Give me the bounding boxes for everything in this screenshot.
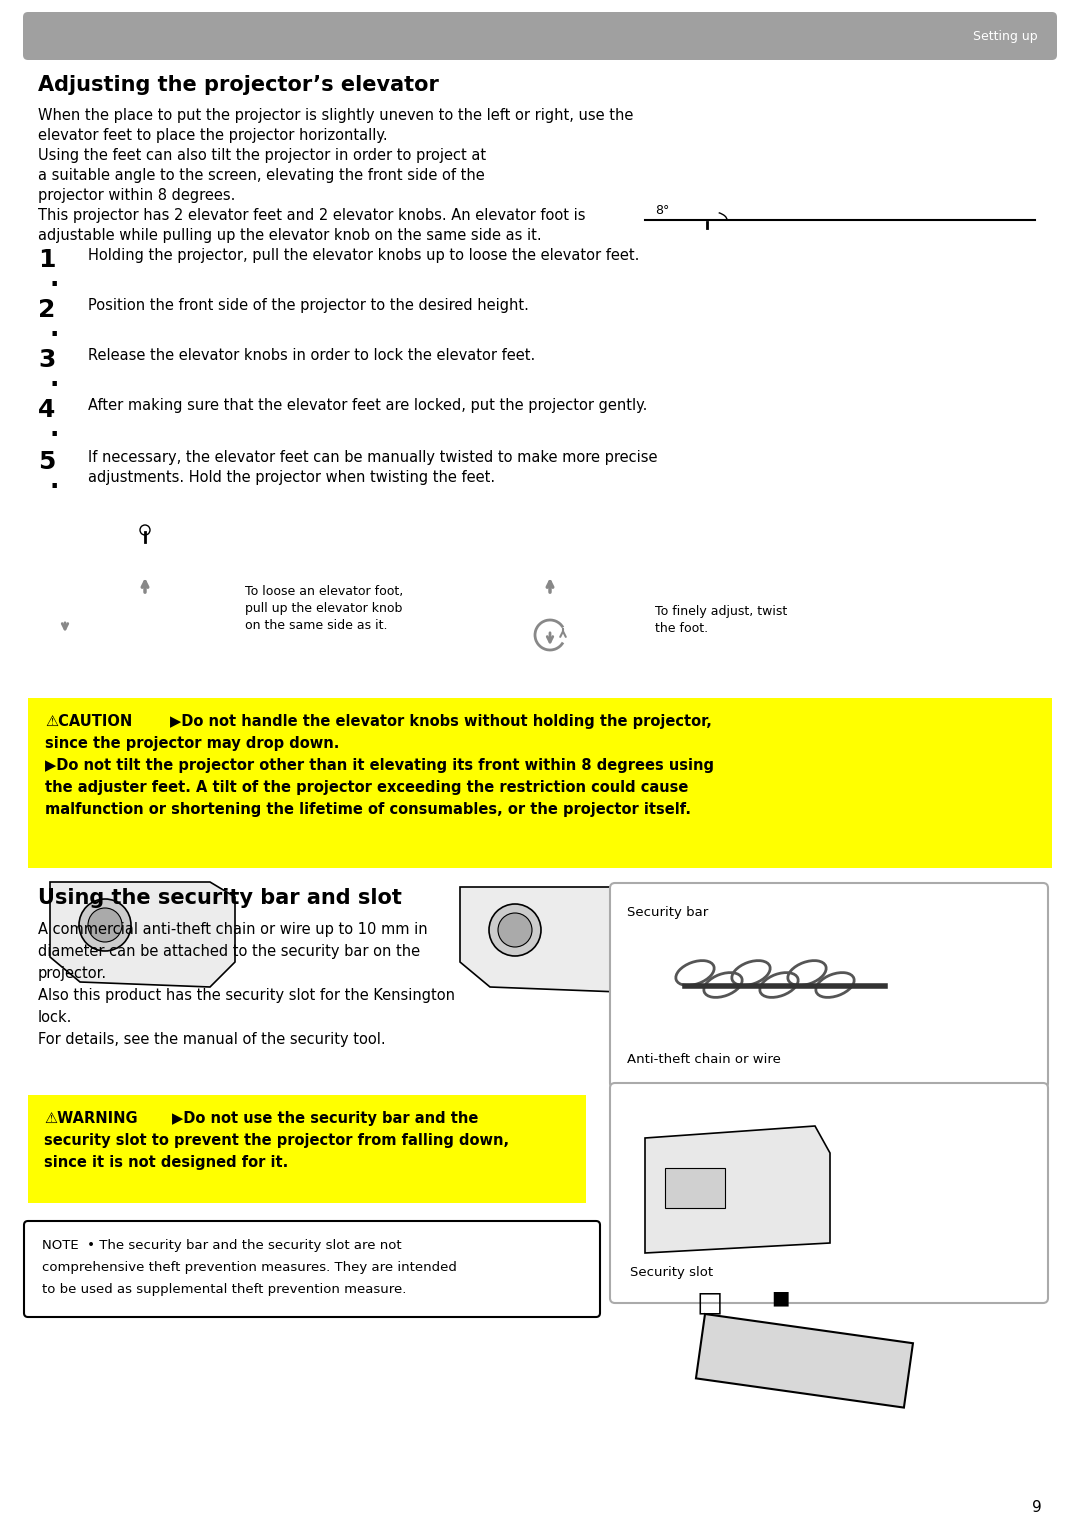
Text: to be used as supplemental theft prevention measure.: to be used as supplemental theft prevent… — [42, 1282, 406, 1296]
Text: Release the elevator knobs in order to lock the elevator feet.: Release the elevator knobs in order to l… — [87, 348, 536, 363]
Text: 8°: 8° — [654, 204, 670, 216]
Text: 9: 9 — [1032, 1500, 1042, 1515]
Text: Position the front side of the projector to the desired height.: Position the front side of the projector… — [87, 299, 529, 313]
FancyBboxPatch shape — [23, 12, 1057, 60]
Text: ▶Do not use the security bar and the: ▶Do not use the security bar and the — [172, 1111, 478, 1126]
Text: Security bar: Security bar — [627, 905, 708, 919]
Text: ⚠WARNING: ⚠WARNING — [44, 1111, 137, 1126]
Text: adjustable while pulling up the elevator knob on the same side as it.: adjustable while pulling up the elevator… — [38, 228, 542, 244]
Text: To loose an elevator foot,: To loose an elevator foot, — [245, 585, 403, 597]
Text: the foot.: the foot. — [654, 622, 708, 634]
Circle shape — [140, 525, 150, 535]
Text: Also this product has the security slot for the Kensington: Also this product has the security slot … — [38, 988, 455, 1003]
Circle shape — [79, 899, 131, 951]
Bar — [665, 1167, 725, 1209]
Text: ■: ■ — [771, 1288, 789, 1307]
Text: Security slot: Security slot — [630, 1265, 713, 1279]
Text: 2: 2 — [38, 299, 55, 322]
Circle shape — [489, 904, 541, 956]
Circle shape — [498, 913, 532, 947]
Text: Adjusting the projector’s elevator: Adjusting the projector’s elevator — [38, 75, 438, 95]
Text: comprehensive theft prevention measures. They are intended: comprehensive theft prevention measures.… — [42, 1261, 457, 1275]
Text: To finely adjust, twist: To finely adjust, twist — [654, 605, 787, 617]
Text: the adjuster feet. A tilt of the projector exceeding the restriction could cause: the adjuster feet. A tilt of the project… — [45, 780, 688, 795]
Text: 1: 1 — [38, 248, 55, 273]
Text: A commercial anti-theft chain or wire up to 10 mm in: A commercial anti-theft chain or wire up… — [38, 922, 428, 938]
Text: on the same side as it.: on the same side as it. — [245, 619, 388, 633]
Text: When the place to put the projector is slightly uneven to the left or right, use: When the place to put the projector is s… — [38, 107, 633, 123]
Text: Setting up: Setting up — [973, 29, 1038, 43]
Text: .: . — [50, 368, 59, 391]
Text: a suitable angle to the screen, elevating the front side of the: a suitable angle to the screen, elevatin… — [38, 169, 485, 182]
Text: security slot to prevent the projector from falling down,: security slot to prevent the projector f… — [44, 1134, 509, 1147]
Text: .: . — [50, 267, 59, 291]
FancyBboxPatch shape — [610, 1083, 1048, 1304]
Text: .: . — [50, 317, 59, 342]
FancyBboxPatch shape — [610, 882, 1048, 1088]
Text: After making sure that the elevator feet are locked, put the projector gently.: After making sure that the elevator feet… — [87, 398, 647, 414]
Text: If necessary, the elevator feet can be manually twisted to make more precise: If necessary, the elevator feet can be m… — [87, 450, 658, 466]
Text: ▶Do not tilt the projector other than it elevating its front within 8 degrees us: ▶Do not tilt the projector other than it… — [45, 758, 714, 774]
Text: projector within 8 degrees.: projector within 8 degrees. — [38, 188, 235, 204]
Polygon shape — [50, 882, 235, 987]
FancyBboxPatch shape — [24, 1221, 600, 1318]
Polygon shape — [645, 1126, 831, 1253]
Text: For details, see the manual of the security tool.: For details, see the manual of the secur… — [38, 1033, 386, 1046]
Text: elevator feet to place the projector horizontally.: elevator feet to place the projector hor… — [38, 129, 388, 142]
Text: malfunction or shortening the lifetime of consumables, or the projector itself.: malfunction or shortening the lifetime o… — [45, 801, 691, 817]
Text: 4: 4 — [38, 398, 55, 421]
Text: adjustments. Hold the projector when twisting the feet.: adjustments. Hold the projector when twi… — [87, 470, 495, 486]
Text: since the projector may drop down.: since the projector may drop down. — [45, 735, 339, 751]
Text: Using the feet can also tilt the projector in order to project at: Using the feet can also tilt the project… — [38, 149, 486, 162]
Text: lock.: lock. — [38, 1010, 72, 1025]
Text: 5: 5 — [38, 450, 55, 473]
Text: This projector has 2 elevator feet and 2 elevator knobs. An elevator foot is: This projector has 2 elevator feet and 2… — [38, 208, 585, 224]
Polygon shape — [460, 887, 645, 993]
Text: ▶Do not handle the elevator knobs without holding the projector,: ▶Do not handle the elevator knobs withou… — [170, 714, 712, 729]
Text: ⚠CAUTION: ⚠CAUTION — [45, 714, 132, 729]
Text: projector.: projector. — [38, 967, 107, 980]
Text: Using the security bar and slot: Using the security bar and slot — [38, 889, 402, 908]
Text: diameter can be attached to the security bar on the: diameter can be attached to the security… — [38, 944, 420, 959]
Text: 3: 3 — [38, 348, 55, 372]
FancyBboxPatch shape — [28, 699, 1052, 869]
Polygon shape — [696, 1314, 913, 1408]
Text: .: . — [50, 417, 59, 441]
Text: pull up the elevator knob: pull up the elevator knob — [245, 602, 403, 614]
Text: NOTE  • The security bar and the security slot are not: NOTE • The security bar and the security… — [42, 1239, 402, 1252]
Text: □: □ — [697, 1288, 724, 1316]
Text: Holding the projector, pull the elevator knobs up to loose the elevator feet.: Holding the projector, pull the elevator… — [87, 248, 639, 264]
Circle shape — [87, 908, 122, 942]
Text: since it is not designed for it.: since it is not designed for it. — [44, 1155, 288, 1170]
Text: Anti-theft chain or wire: Anti-theft chain or wire — [627, 1052, 781, 1066]
Text: .: . — [50, 469, 59, 493]
FancyBboxPatch shape — [28, 1095, 586, 1203]
